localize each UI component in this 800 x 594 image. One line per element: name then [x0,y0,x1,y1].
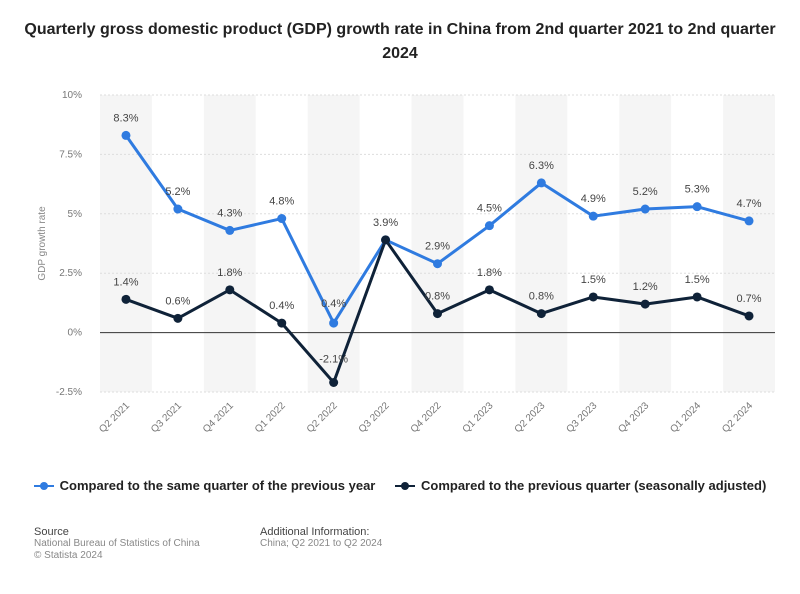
data-label-series1: 5.3% [685,184,710,196]
data-point-series2 [381,235,391,245]
x-tick-label: Q4 2023 [616,400,651,435]
line-chart: 10% 7.5% 5% 2.5% 0% -2.5% GDP growth rate Q2 20… [37,90,775,435]
data-label-series1: 0.4% [321,298,346,310]
column-band [619,95,672,392]
legend-item-series1[interactable]: Compared to the same quarter of the prev… [33,478,376,493]
data-label-series2: 0.6% [165,295,190,307]
source-heading: Source [34,526,69,538]
legend-marker-series1 [33,481,54,491]
data-point-series1 [225,225,235,235]
legend-label-series2: Compared to the previous quarter (season… [421,478,767,493]
data-label-series2: 0.8% [529,291,554,303]
y-tick-label: 2.5% [59,268,82,279]
x-tick-label: Q1 2022 [253,400,288,435]
legend: Compared to the same quarter of the prev… [0,478,800,494]
y-axis-title: GDP growth rate [37,206,48,281]
x-tick-label: Q1 2024 [668,400,703,435]
data-point-series1 [744,216,754,226]
data-label-series1: 5.2% [165,186,190,198]
y-tick-label: 7.5% [59,149,82,160]
data-label-series2: 0.8% [425,291,450,303]
column-band [515,95,568,392]
data-label-series2: 0.4% [269,300,294,312]
data-label-series1: 6.3% [529,160,554,172]
x-tick-label: Q3 2023 [564,400,599,435]
data-point-series2 [536,309,546,319]
data-point-series1 [277,214,287,224]
data-label-series1: 8.3% [113,112,138,124]
data-point-series2 [640,299,650,309]
data-label-series1: 4.3% [217,207,242,219]
data-point-series2 [433,309,442,319]
additional-info-block: Additional Information: China; Q2 2021 t… [260,526,382,550]
additional-info-text: China; Q2 2021 to Q2 2024 [260,538,383,549]
x-tick-label: Q3 2022 [357,400,392,435]
data-label-series1: 4.5% [477,203,502,215]
data-point-series2 [329,377,339,387]
data-point-series2 [744,311,754,321]
y-tick-label: 0% [68,328,83,339]
data-label-series2: 1.8% [477,267,502,279]
data-label-series1: 4.9% [581,193,606,205]
data-label-series2: 0.7% [736,293,761,305]
data-label-series2: 1.5% [581,274,606,286]
data-point-series2 [277,318,287,328]
y-tick-label: 5% [68,209,83,220]
data-label-series2: 1.2% [633,281,658,293]
column-band [100,95,152,392]
data-point-series2 [588,292,598,302]
data-point-series2 [692,292,702,302]
data-label-series1: 4.8% [269,196,294,208]
data-point-series1 [588,211,598,221]
data-label-series2: -2.1% [319,353,348,365]
x-tick-label: Q1 2023 [461,400,496,435]
chart-title: Quarterly gross domestic product (GDP) g… [24,21,776,62]
data-point-series1 [692,202,702,212]
y-tick-label: 10% [62,90,82,101]
data-point-series2 [225,285,235,295]
copyright-text: © Statista 2024 [34,550,103,561]
data-point-series1 [433,259,442,269]
data-point-series1 [173,204,183,214]
data-point-series2 [173,313,183,323]
data-point-series1 [536,178,546,188]
column-band [203,95,256,392]
x-tick-label: Q3 2021 [149,400,184,435]
source-text[interactable]: National Bureau of Statistics of China [34,538,200,549]
y-tick-label: -2.5% [56,387,82,398]
data-label-series2: 1.8% [217,267,242,279]
data-label-series1: 4.7% [736,198,761,210]
column-band [723,95,775,392]
data-point-series1 [640,204,650,214]
x-tick-label: Q2 2023 [513,400,548,435]
data-label-series2: 1.5% [685,274,710,286]
legend-label-series1: Compared to the same quarter of the prev… [59,478,376,493]
x-tick-label: Q4 2021 [201,400,236,435]
x-tick-label: Q4 2022 [409,400,444,435]
x-tick-label: Q2 2024 [720,400,755,435]
data-point-series2 [121,294,131,304]
source-block: Source National Bureau of Statistics of … [34,526,200,562]
additional-info-heading: Additional Information: [260,526,370,538]
data-point-series1 [329,318,339,328]
data-point-series1 [484,221,494,231]
x-tick-label: Q2 2022 [305,400,340,435]
data-label-series1: 3.9% [373,217,398,229]
x-tick-label: Q2 2021 [97,400,132,435]
data-point-series1 [121,130,131,140]
data-label-series1: 5.2% [633,186,658,198]
data-point-series2 [484,285,494,295]
data-label-series1: 2.9% [425,241,450,253]
data-label-series2: 1.4% [113,276,138,288]
legend-marker-series2 [395,481,415,491]
column-band [307,95,360,392]
column-band [411,95,464,392]
legend-item-series2[interactable]: Compared to the previous quarter (season… [395,478,766,493]
